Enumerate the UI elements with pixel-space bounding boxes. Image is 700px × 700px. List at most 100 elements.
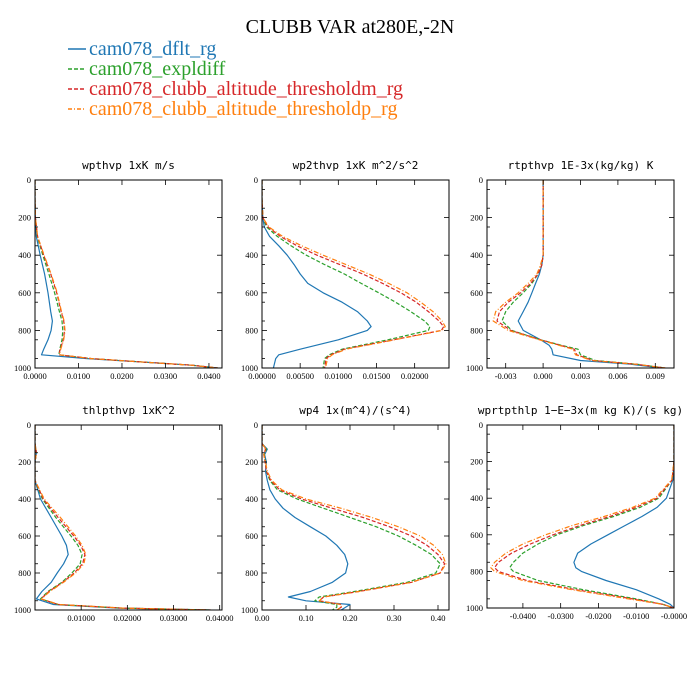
panel: thlpthvp 1xK^2 0 200 400 600 800 1000 0.01000 0.… xyxy=(14,404,234,623)
series-group xyxy=(262,180,446,368)
y-tick-label: 800 xyxy=(18,568,31,578)
x-tick-label: -0.003 xyxy=(495,371,517,381)
x-tick-label: 0.01000 xyxy=(325,371,353,381)
x-tick-label: 0.02000 xyxy=(114,613,142,623)
x-tick-label: 0.0100 xyxy=(67,371,90,381)
series-line xyxy=(501,180,666,368)
y-tick-label: 600 xyxy=(470,530,483,540)
y-tick-label: 600 xyxy=(18,531,31,541)
series-line xyxy=(262,180,446,368)
series-group xyxy=(35,425,211,610)
panel: wp2thvp 1xK m^2/s^2020040060080010000.00… xyxy=(241,159,450,381)
panel-title: wpthvp 1xK m/s xyxy=(82,159,175,172)
x-tick-label: 0.006 xyxy=(608,371,627,381)
x-tick-label: 0.10 xyxy=(299,613,314,623)
y-tick-label: 1000 xyxy=(466,603,483,613)
y-tick-label: 0 xyxy=(27,420,31,430)
legend-entry: cam078_dflt_rg xyxy=(68,38,216,60)
y-tick-label: 200 xyxy=(245,457,258,467)
x-tick-label: -0.0200 xyxy=(585,611,611,621)
y-tick-label: 200 xyxy=(245,213,258,223)
series-line xyxy=(262,180,445,368)
series-line xyxy=(35,425,211,610)
x-tick-label: 0.01500 xyxy=(363,371,391,381)
legend-label: cam078_expldiff xyxy=(89,58,226,80)
x-tick-label: 0.0300 xyxy=(154,371,177,381)
series-line xyxy=(35,180,218,368)
y-tick-label: 200 xyxy=(18,213,31,223)
x-tick-label: 0.000 xyxy=(534,371,553,381)
y-tick-label: 400 xyxy=(470,493,483,503)
series-group xyxy=(35,180,218,368)
legend-label: cam078_clubb_altitude_thresholdm_rg xyxy=(89,78,403,100)
panel: rtpthvp 1E-3x(kg/kg) K 0 200 400 600 800 1000 -… xyxy=(466,159,675,381)
x-tick-label: 0.0000 xyxy=(23,371,46,381)
panel-title: wp4 1x(m^4)/(s^4) xyxy=(299,404,412,417)
x-tick-label: -0.0000 xyxy=(661,611,687,621)
panel-title: wprtpthlp 1−E−3x(m kg K)/(s kg) xyxy=(478,404,683,417)
y-tick-label: 800 xyxy=(245,568,258,578)
y-tick-label: 1000 xyxy=(466,363,483,373)
y-tick-label: 800 xyxy=(18,325,31,335)
legend: cam078_dflt_rgcam078_expldiffcam078_club… xyxy=(68,38,403,120)
series-line xyxy=(509,425,674,608)
x-tick-label: 0.00000 xyxy=(248,371,276,381)
x-tick-label: 0.009 xyxy=(646,371,665,381)
x-tick-label: 0.01000 xyxy=(67,613,95,623)
series-group xyxy=(490,425,674,608)
panel-title: wp2thvp 1xK m^2/s^2 xyxy=(293,159,419,172)
y-tick-label: 600 xyxy=(18,288,31,298)
y-tick-label: 600 xyxy=(245,288,258,298)
y-tick-label: 400 xyxy=(245,494,258,504)
y-tick-label: 400 xyxy=(245,250,258,260)
x-tick-label: 0.00500 xyxy=(286,371,314,381)
y-tick-label: 0 xyxy=(27,175,31,185)
legend-entry: cam078_clubb_altitude_thresholdm_rg xyxy=(68,78,403,100)
y-tick-label: 0 xyxy=(479,175,483,185)
x-tick-label: 0.20 xyxy=(343,613,358,623)
series-line xyxy=(35,425,211,610)
series-group xyxy=(262,425,447,610)
series-line xyxy=(262,425,351,610)
x-tick-label: 0.03000 xyxy=(160,613,188,623)
figure-title: CLUBB VAR at280E,-2N xyxy=(246,16,455,38)
y-tick-label: 0 xyxy=(479,420,483,430)
panel: wprtpthlp 1−E−3x(m kg K)/(s kg) 0 200 400 60… xyxy=(466,404,687,621)
legend-entry: cam078_clubb_altitude_thresholdp_rg xyxy=(68,98,397,120)
legend-entry: cam078_expldiff xyxy=(68,58,226,80)
series-line xyxy=(262,425,446,610)
series-line xyxy=(492,180,666,368)
x-tick-label: 0.30 xyxy=(387,613,402,623)
legend-label: cam078_dflt_rg xyxy=(89,38,216,60)
y-tick-label: 800 xyxy=(470,325,483,335)
y-tick-label: 1000 xyxy=(14,363,31,373)
panel-title: rtpthvp 1E-3x(kg/kg) K xyxy=(508,159,654,172)
y-tick-label: 200 xyxy=(470,457,483,467)
y-tick-label: 800 xyxy=(245,325,258,335)
y-tick-label: 600 xyxy=(470,288,483,298)
x-tick-label: 0.0400 xyxy=(197,371,220,381)
series-line xyxy=(262,425,447,610)
x-tick-label: 0.04000 xyxy=(206,613,234,623)
y-tick-label: 400 xyxy=(18,494,31,504)
plot-frame xyxy=(261,179,450,369)
plot-frame xyxy=(34,424,223,611)
series-line xyxy=(573,425,674,608)
y-tick-label: 1000 xyxy=(241,363,258,373)
y-tick-label: 400 xyxy=(18,250,31,260)
y-tick-label: 400 xyxy=(470,250,483,260)
y-tick-label: 1000 xyxy=(14,605,31,615)
x-tick-label: -0.0100 xyxy=(623,611,649,621)
y-tick-label: 1000 xyxy=(241,605,258,615)
series-line xyxy=(490,425,674,608)
y-tick-label: 0 xyxy=(254,175,258,185)
y-tick-label: 600 xyxy=(245,531,258,541)
series-line xyxy=(262,425,441,610)
y-tick-label: 200 xyxy=(18,457,31,467)
panel-title: thlpthvp 1xK^2 xyxy=(82,404,175,417)
x-tick-label: 0.40 xyxy=(431,613,446,623)
series-line xyxy=(262,180,372,368)
